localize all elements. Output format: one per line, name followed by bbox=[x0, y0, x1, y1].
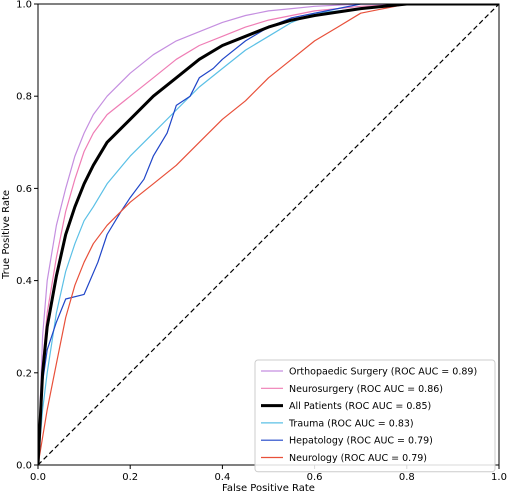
x-axis-label: False Positive Rate bbox=[222, 483, 315, 494]
y-tick-label: 0.6 bbox=[16, 184, 32, 195]
series-line-2 bbox=[38, 4, 499, 465]
x-tick-label: 0.6 bbox=[307, 472, 323, 483]
x-tick-label: 1.0 bbox=[491, 472, 507, 483]
y-tick-label: 0.0 bbox=[16, 461, 32, 472]
x-tick-label: 0.8 bbox=[399, 472, 415, 483]
series-layer bbox=[38, 4, 499, 465]
legend-entry: Orthopaedic Surgery (ROC AUC = 0.89) bbox=[289, 367, 477, 378]
y-tick-label: 0.2 bbox=[16, 368, 32, 379]
y-axis-ticks: 0.0 0.2 0.4 0.6 0.8 1.0 bbox=[16, 0, 38, 472]
legend: Orthopaedic Surgery (ROC AUC = 0.89) Neur… bbox=[254, 359, 496, 473]
series-line-0 bbox=[38, 4, 499, 465]
legend-entry: Hepatology (ROC AUC = 0.79) bbox=[289, 436, 433, 447]
legend-entry: All Patients (ROC AUC = 0.85) bbox=[289, 401, 431, 412]
y-axis-label: True Positive Rate bbox=[1, 190, 12, 280]
legend-entry: Neurology (ROC AUC = 0.79) bbox=[289, 453, 427, 464]
y-tick-label: 1.0 bbox=[16, 0, 32, 11]
y-tick-label: 0.4 bbox=[16, 276, 32, 287]
legend-entry: Neurosurgery (ROC AUC = 0.86) bbox=[289, 384, 443, 395]
x-tick-label: 0.4 bbox=[214, 472, 230, 483]
x-tick-label: 0.2 bbox=[122, 472, 138, 483]
legend-box bbox=[254, 359, 496, 473]
series-line-5 bbox=[38, 4, 499, 465]
x-tick-label: 0.0 bbox=[30, 472, 46, 483]
reference-diagonal-line bbox=[37, 3, 500, 466]
y-tick-label: 0.8 bbox=[16, 92, 32, 103]
legend-entry: Trauma (ROC AUC = 0.83) bbox=[288, 418, 414, 429]
